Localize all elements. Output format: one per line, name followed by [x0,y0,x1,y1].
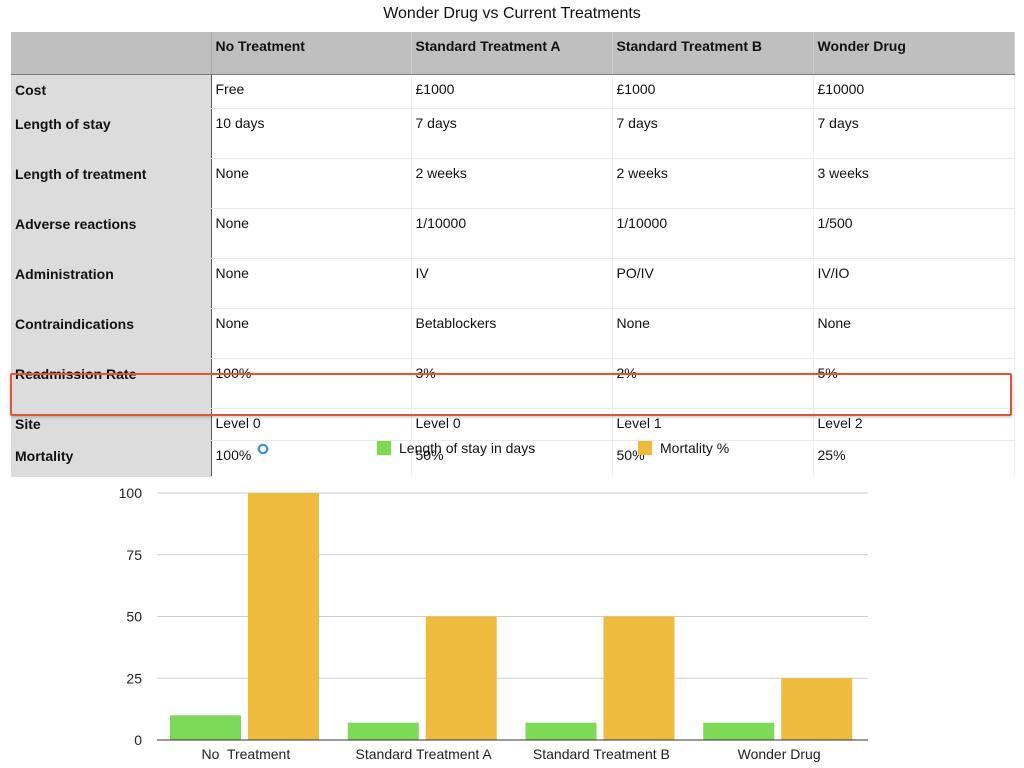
y-tick-label: 50 [126,609,142,625]
table-cell[interactable]: Level 0 [411,408,613,441]
table-cell[interactable]: 2 weeks [612,158,814,209]
bar-mortality [603,616,675,740]
x-tick-label: Standard Treatment A [356,746,493,762]
row-header[interactable]: Contraindications [11,308,212,359]
table-cell[interactable]: Free [211,74,412,109]
legend-swatch [377,441,391,455]
table-cell[interactable]: None [211,258,412,309]
table-cell[interactable]: Level 1 [612,408,814,441]
table-cell[interactable]: 2% [612,358,814,409]
table-row: Adverse reactions None 1/10000 1/10000 1… [11,208,1015,259]
y-tick-label: 25 [126,670,142,686]
table-cell[interactable]: 7 days [612,108,814,159]
table-row: Contraindications None Betablockers None… [11,308,1015,359]
table-cell[interactable]: 3 weeks [813,158,1015,209]
column-header[interactable]: Wonder Drug [813,32,1015,75]
table-cell[interactable]: 1/10000 [612,208,814,259]
row-header[interactable]: Site [11,408,212,441]
bar-length-of-stay [170,715,241,740]
table-cell[interactable]: 1/10000 [411,208,613,259]
y-tick-label: 0 [134,732,142,748]
table-cell[interactable]: 2 weeks [411,158,613,209]
table-row: Length of stay 10 days 7 days 7 days 7 d… [11,108,1015,159]
table-header-row: No Treatment Standard Treatment A Standa… [11,32,1015,75]
table-cell[interactable]: £10000 [813,74,1015,109]
table-cell[interactable]: IV/IO [813,258,1015,309]
row-header[interactable]: Mortality [11,440,212,477]
chart-legend: Length of stay in days Mortality % [0,438,1024,458]
table-cell[interactable]: None [211,308,412,359]
bar-length-of-stay [703,722,775,740]
sync-icon[interactable] [255,441,271,457]
row-selection-highlight [10,373,1012,416]
x-tick-label: No Treatment [202,746,291,762]
bar-mortality [425,616,497,740]
table-cell[interactable]: None [211,208,412,259]
column-header[interactable]: Standard Treatment B [612,32,814,75]
table-cell[interactable]: 100% [211,358,412,409]
legend-item-length-of-stay[interactable]: Length of stay in days [377,440,535,456]
column-header[interactable]: Standard Treatment A [411,32,613,75]
row-header[interactable]: Length of treatment [11,158,212,209]
table-cell[interactable]: IV [411,258,613,309]
y-tick-label: 100 [119,485,143,501]
row-header[interactable]: Readmission Rate [11,358,212,409]
table-cell[interactable]: Level 0 [211,408,412,441]
table-cell[interactable]: Betablockers [411,308,613,359]
table-cell[interactable]: 25% [813,440,1015,476]
table-cell[interactable]: PO/IV [612,258,814,309]
header-corner-cell[interactable] [11,32,212,75]
comparison-table: No Treatment Standard Treatment A Standa… [11,32,1015,477]
table-cell[interactable]: None [813,308,1015,359]
x-tick-label: Wonder Drug [738,746,821,762]
table-cell[interactable]: 1/500 [813,208,1015,259]
table-cell[interactable]: Level 2 [813,408,1015,441]
legend-swatch [638,441,652,455]
row-header[interactable]: Cost [11,74,212,109]
table-cell[interactable]: None [612,308,814,359]
table-cell[interactable]: None [211,158,412,209]
table-row: Readmission Rate 100% 3% 2% 5% [11,358,1015,409]
table-cell[interactable]: 7 days [813,108,1015,159]
table-cell[interactable]: £1000 [612,74,814,109]
legend-item-mortality[interactable]: Mortality % [638,440,729,456]
table-row: Cost Free £1000 £1000 £10000 [11,74,1015,109]
table-cell[interactable]: 3% [411,358,613,409]
bar-length-of-stay [347,722,419,740]
bar-length-of-stay [525,722,597,740]
bar-mortality [781,678,853,740]
page-title: Wonder Drug vs Current Treatments [383,5,641,22]
legend-label: Length of stay in days [399,440,536,456]
table-cell[interactable]: 10 days [211,108,412,159]
bar-mortality [248,493,319,740]
table-row: Administration None IV PO/IV IV/IO [11,258,1015,309]
y-tick-label: 75 [126,547,142,563]
table-cell[interactable]: £1000 [411,74,613,109]
bar-chart: 0 25 50 75 100 No Treatment Standard Treatment… [119,485,868,762]
column-header[interactable]: No Treatment [211,32,412,75]
table-cell[interactable]: 50% [411,440,613,476]
x-tick-label: Standard Treatment B [533,746,670,762]
table-cell[interactable]: 7 days [411,108,613,159]
row-header[interactable]: Administration [11,258,212,309]
row-header[interactable]: Adverse reactions [11,208,212,259]
legend-label: Mortality % [660,440,730,456]
table-row: Length of treatment None 2 weeks 2 weeks… [11,158,1015,209]
table-cell[interactable]: 5% [813,358,1015,409]
row-header[interactable]: Length of stay [11,108,212,159]
table-row: Site Level 0 Level 0 Level 1 Level 2 [11,408,1015,441]
